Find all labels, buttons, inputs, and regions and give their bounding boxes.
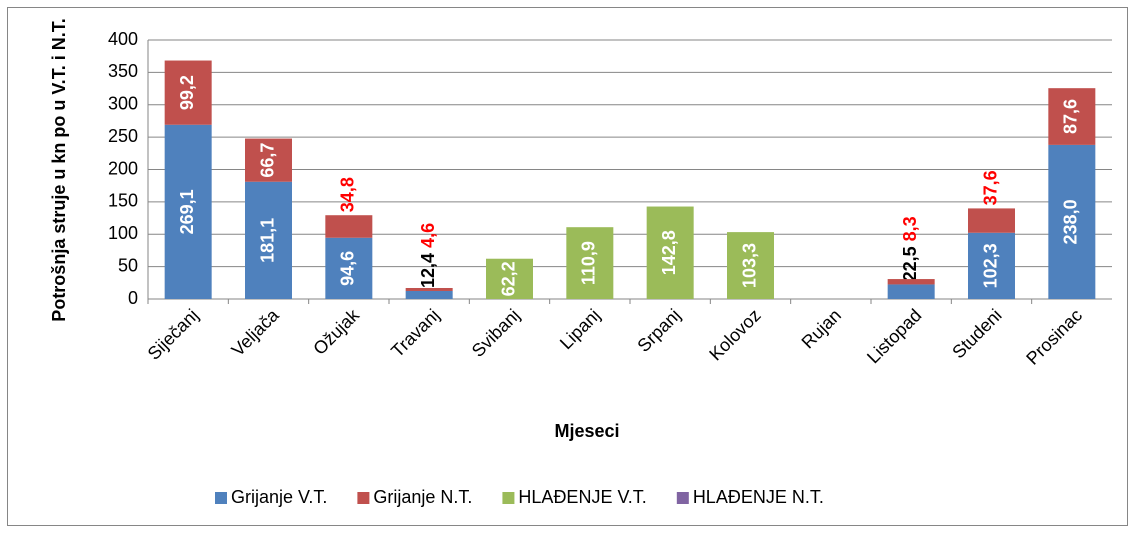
bar-segment [968, 232, 1015, 299]
value-label: 99,2 [177, 75, 197, 110]
y-tick-label: 300 [108, 94, 138, 114]
bar-segment [1048, 88, 1096, 145]
value-label: 103,3 [739, 243, 759, 288]
legend-label: HLAĐENJE N.T. [693, 487, 824, 507]
value-label: 12,4 [418, 253, 438, 288]
x-axis-title: Mjeseci [554, 421, 619, 441]
value-label: 8,3 [900, 216, 920, 241]
y-tick-label: 150 [108, 191, 138, 211]
bar-segment [245, 181, 292, 299]
value-label: 94,6 [338, 251, 358, 286]
value-label: 4,6 [418, 223, 438, 248]
bar-segment [486, 258, 533, 299]
y-axis-title: Potrošnja struje u kn po u V.T. i N.T. [49, 18, 69, 321]
bar-segment [325, 237, 373, 299]
bar-segment [405, 287, 453, 291]
value-label: 22,5 [900, 246, 920, 281]
value-label: 62,2 [498, 261, 518, 296]
value-label: 110,9 [579, 241, 599, 285]
bar-segment [646, 206, 694, 299]
value-label: 269,1 [177, 189, 197, 234]
y-tick-label: 400 [108, 29, 138, 49]
value-label: 142,8 [659, 230, 679, 275]
value-label: 66,7 [257, 143, 277, 178]
bar-segment [566, 227, 614, 299]
bar-segment [727, 232, 774, 299]
legend-swatch [357, 492, 370, 504]
legend-label: HLAĐENJE V.T. [518, 487, 646, 507]
value-label: 102,3 [980, 243, 1000, 288]
y-tick-label: 350 [108, 61, 138, 81]
value-label: 238,0 [1061, 199, 1081, 244]
value-label: 37,6 [980, 170, 1000, 205]
bar-segment [164, 60, 212, 125]
bar-segment [405, 290, 453, 299]
y-tick-label: 0 [128, 288, 138, 308]
legend-swatch [215, 492, 227, 504]
bar-segment [887, 284, 935, 299]
value-label: 87,6 [1061, 99, 1081, 134]
legend-label: Grijanje V.T. [231, 487, 327, 507]
y-tick-label: 250 [108, 126, 138, 146]
y-tick-label: 200 [108, 158, 138, 178]
bar-segment [968, 208, 1015, 233]
bar-segment [164, 124, 212, 299]
y-tick-label: 100 [108, 223, 138, 243]
y-tick-label: 50 [118, 255, 138, 275]
value-label: 34,8 [338, 177, 358, 212]
bar-segment [887, 279, 935, 285]
bar-segment [1048, 144, 1096, 299]
legend-swatch [502, 492, 515, 504]
value-label: 181,1 [257, 218, 277, 263]
legend-swatch [676, 492, 689, 504]
bar-segment [245, 138, 292, 182]
legend-label: Grijanje N.T. [373, 487, 472, 507]
bar-segment [325, 215, 373, 238]
